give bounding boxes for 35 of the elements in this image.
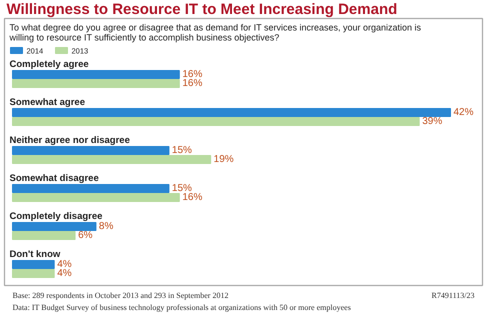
bar xyxy=(12,70,180,79)
text: Base: 289 respondents in October 2013 and 293 in September 2012 xyxy=(12,291,228,300)
bar xyxy=(12,146,170,155)
bar xyxy=(12,117,420,126)
chart-subtitle: To what degree do you agree or disagree that as demand for IT services increases, your organization is willing to resource IT sufficiently to accomplish business objectives? xyxy=(8,22,422,42)
bar xyxy=(12,222,96,231)
data-label: 16% xyxy=(182,78,202,89)
data-label: 4% xyxy=(57,268,72,279)
bar xyxy=(12,155,212,164)
data-label: 16% xyxy=(182,192,202,203)
y-tick-label: Neither agree nor disagree xyxy=(10,135,130,146)
y-tick-label: Somewhat agree xyxy=(10,97,85,108)
bar xyxy=(12,269,55,278)
text: Data: IT Budget Survey of business technology professionals at organizations with 50 or more employees xyxy=(12,303,351,312)
data-label: 19% xyxy=(214,154,234,165)
data-label: 42% xyxy=(454,107,474,118)
data-label: 15% xyxy=(172,145,192,156)
bar xyxy=(12,108,451,117)
data-label: 6% xyxy=(78,230,93,241)
bar xyxy=(12,79,180,88)
bar xyxy=(12,184,170,193)
data-label: 16% xyxy=(182,69,202,80)
data-label: 8% xyxy=(98,221,114,232)
chart-title: Willingness to Resource IT to Meet Increasing Demand xyxy=(6,1,398,18)
y-tick-label: Completely agree xyxy=(10,59,89,70)
text: R7491113/23 xyxy=(432,291,475,300)
bar xyxy=(12,260,55,269)
data-label: 4% xyxy=(57,259,72,270)
y-tick-label: Don't know xyxy=(10,249,61,260)
data-label: 39% xyxy=(422,116,442,127)
data-label: 15% xyxy=(172,183,192,194)
y-tick-label: Completely disagree xyxy=(10,211,102,222)
bar xyxy=(12,231,76,240)
bar xyxy=(12,193,180,202)
y-tick-label: Somewhat disagree xyxy=(10,173,99,184)
